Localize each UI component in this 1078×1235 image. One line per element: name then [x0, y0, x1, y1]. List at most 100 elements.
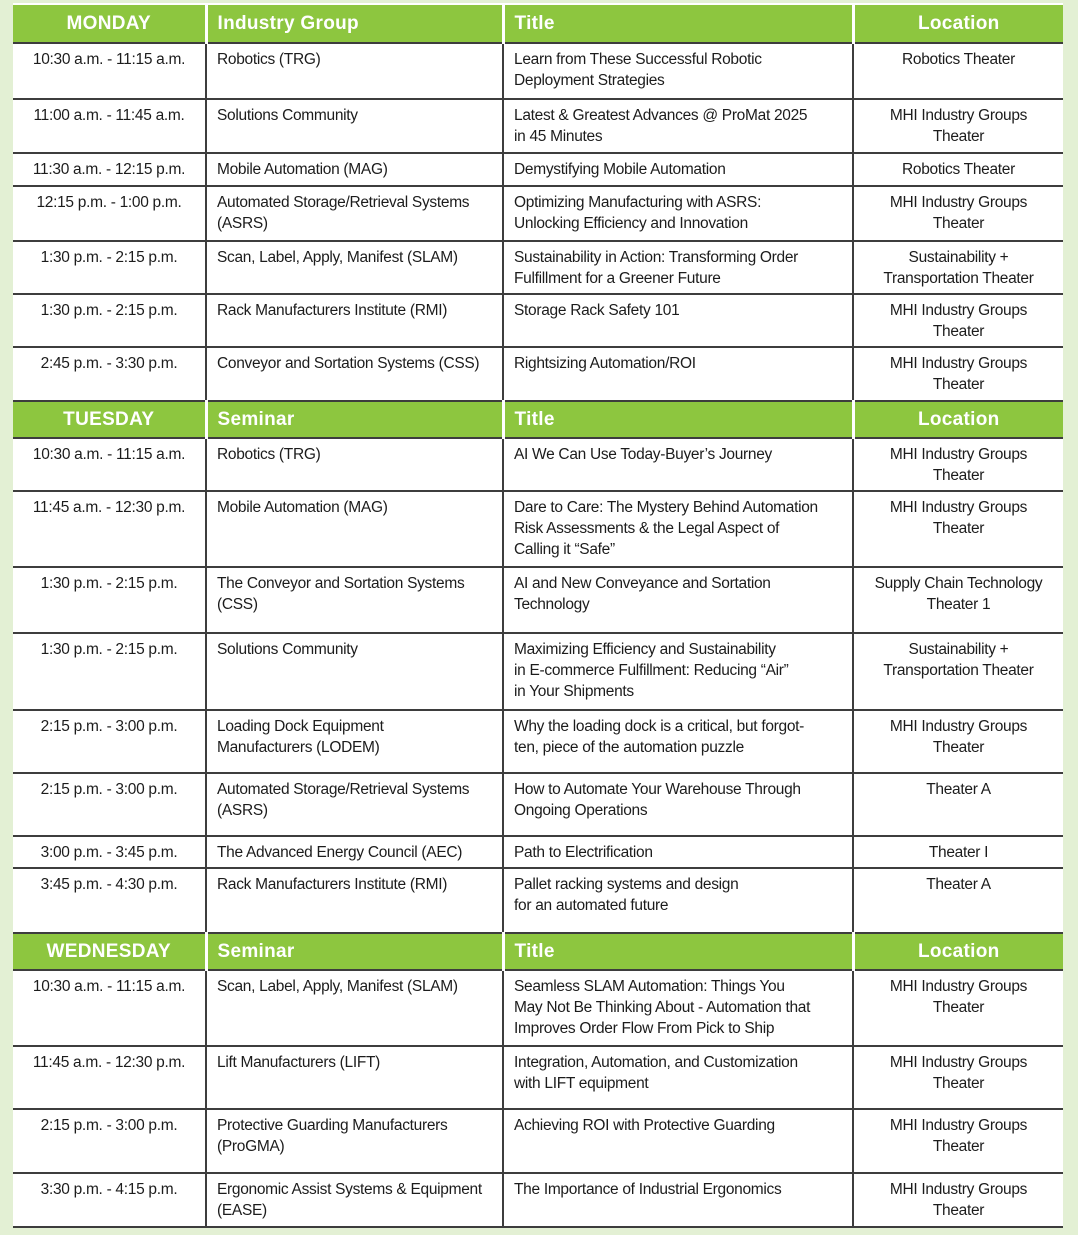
group-cell: The Advanced Energy Council (AEC) [205, 836, 503, 868]
schedule-row: 1:30 p.m. - 2:15 p.m. Solutions Communit… [13, 633, 1063, 710]
group-cell: Automated Storage/Retrieval Systems (ASR… [205, 186, 503, 241]
title-cell: AI We Can Use Today-Buyer’s Journey [502, 438, 853, 491]
group-cell: Lift Manufacturers (LIFT) [205, 1046, 503, 1109]
day-header-monday: MONDAY [13, 4, 206, 43]
time-cell: 10:30 a.m. - 11:15 a.m. [13, 43, 206, 99]
location-cell: MHI Industry Groups Theater [852, 99, 1063, 153]
time-cell: 1:30 p.m. - 2:15 p.m. [13, 294, 206, 347]
title-cell: The Importance of Industrial Ergonomics [502, 1173, 853, 1227]
title-cell: Optimizing Manufacturing with ASRS: Unlo… [502, 186, 853, 241]
time-cell: 3:30 p.m. - 4:15 p.m. [13, 1173, 206, 1227]
schedule-row: 11:30 a.m. - 12:15 p.m. Mobile Automatio… [13, 153, 1063, 186]
group-cell: Robotics (TRG) [205, 438, 503, 491]
day-header-wednesday: WEDNESDAY [13, 933, 206, 970]
time-cell: 3:45 p.m. - 4:30 p.m. [13, 868, 206, 933]
group-cell: Mobile Automation (MAG) [205, 153, 503, 186]
section-header-wednesday: WEDNESDAY Seminar Title Location [13, 933, 1063, 970]
location-cell: MHI Industry Groups Theater [852, 1173, 1063, 1227]
schedule-row: 3:30 p.m. - 4:15 p.m. Ergonomic Assist S… [13, 1173, 1063, 1227]
schedule-row: 11:45 a.m. - 12:30 p.m. Lift Manufacture… [13, 1046, 1063, 1109]
column-header-location: Location [851, 933, 1063, 970]
time-cell: 1:30 p.m. - 2:15 p.m. [13, 567, 206, 633]
time-cell: 2:45 p.m. - 3:30 p.m. [13, 347, 206, 401]
day-header-tuesday: TUESDAY [13, 401, 206, 438]
title-cell: AI and New Conveyance and Sortation Tech… [502, 567, 853, 633]
title-cell: Rightsizing Automation/ROI [502, 347, 853, 401]
schedule-row: 2:15 p.m. - 3:00 p.m. Loading Dock Equip… [13, 710, 1063, 773]
group-cell: Ergonomic Assist Systems & Equipment (EA… [205, 1173, 503, 1227]
location-cell: MHI Industry Groups Theater [852, 1046, 1063, 1109]
schedule-row: 10:30 a.m. - 11:15 a.m. Robotics (TRG) A… [13, 438, 1063, 491]
time-cell: 3:00 p.m. - 3:45 p.m. [13, 836, 206, 868]
group-cell: Conveyor and Sortation Systems (CSS) [205, 347, 503, 401]
schedule-row: 3:45 p.m. - 4:30 p.m. Rack Manufacturers… [13, 868, 1063, 933]
schedule-row: 3:00 p.m. - 3:45 p.m. The Advanced Energ… [13, 836, 1063, 868]
location-cell: MHI Industry Groups Theater [852, 491, 1063, 567]
column-header-seminar: Seminar [204, 401, 503, 438]
time-cell: 2:15 p.m. - 3:00 p.m. [13, 710, 206, 773]
title-cell: Path to Electrification [502, 836, 853, 868]
column-header-industry-group: Industry Group [204, 4, 503, 43]
title-cell: Pallet racking systems and design for an… [502, 868, 853, 933]
group-cell: Mobile Automation (MAG) [205, 491, 503, 567]
column-header-title: Title [501, 933, 853, 970]
group-cell: Protective Guarding Manufacturers (ProGM… [205, 1109, 503, 1173]
location-cell: MHI Industry Groups Theater [852, 347, 1063, 401]
column-header-location: Location [851, 4, 1063, 43]
title-cell: Seamless SLAM Automation: Things You May… [502, 970, 853, 1046]
group-cell: Robotics (TRG) [205, 43, 503, 99]
title-cell: Demystifying Mobile Automation [502, 153, 853, 186]
group-cell: Loading Dock Equipment Manufacturers (LO… [205, 710, 503, 773]
group-cell: Solutions Community [205, 633, 503, 710]
location-cell: Sustainability + Transportation Theater [852, 633, 1063, 710]
location-cell: MHI Industry Groups Theater [852, 294, 1063, 347]
schedule-row: 1:30 p.m. - 2:15 p.m. Rack Manufacturers… [13, 294, 1063, 347]
time-cell: 10:30 a.m. - 11:15 a.m. [13, 438, 206, 491]
group-cell: The Conveyor and Sortation Systems (CSS) [205, 567, 503, 633]
location-cell: MHI Industry Groups Theater [852, 438, 1063, 491]
time-cell: 10:30 a.m. - 11:15 a.m. [13, 970, 206, 1046]
title-cell: Dare to Care: The Mystery Behind Automat… [502, 491, 853, 567]
time-cell: 11:45 a.m. - 12:30 p.m. [13, 491, 206, 567]
column-header-title: Title [501, 401, 853, 438]
location-cell: MHI Industry Groups Theater [852, 970, 1063, 1046]
location-cell: Theater A [852, 773, 1063, 836]
location-cell: Theater I [852, 836, 1063, 868]
schedule-row: 1:30 p.m. - 2:15 p.m. Scan, Label, Apply… [13, 241, 1063, 294]
schedule-row: 12:15 p.m. - 1:00 p.m. Automated Storage… [13, 186, 1063, 241]
title-cell: Learn from These Successful Robotic Depl… [502, 43, 853, 99]
schedule-row: 10:30 a.m. - 11:15 a.m. Robotics (TRG) L… [13, 43, 1063, 99]
schedule-row: 2:45 p.m. - 3:30 p.m. Conveyor and Sorta… [13, 347, 1063, 401]
location-cell: MHI Industry Groups Theater [852, 1109, 1063, 1173]
location-cell: Robotics Theater [852, 153, 1063, 186]
time-cell: 11:45 a.m. - 12:30 p.m. [13, 1046, 206, 1109]
column-header-seminar: Seminar [204, 933, 503, 970]
group-cell: Rack Manufacturers Institute (RMI) [205, 868, 503, 933]
schedule-row: 11:45 a.m. - 12:30 p.m. Mobile Automatio… [13, 491, 1063, 567]
group-cell: Solutions Community [205, 99, 503, 153]
location-cell: MHI Industry Groups Theater [852, 710, 1063, 773]
column-header-location: Location [851, 401, 1063, 438]
location-cell: Sustainability + Transportation Theater [852, 241, 1063, 294]
title-cell: Integration, Automation, and Customizati… [502, 1046, 853, 1109]
time-cell: 11:30 a.m. - 12:15 p.m. [13, 153, 206, 186]
section-header-tuesday: TUESDAY Seminar Title Location [13, 401, 1063, 438]
title-cell: Sustainability in Action: Transforming O… [502, 241, 853, 294]
group-cell: Automated Storage/Retrieval Systems (ASR… [205, 773, 503, 836]
time-cell: 1:30 p.m. - 2:15 p.m. [13, 241, 206, 294]
title-cell: Maximizing Efficiency and Sustainability… [502, 633, 853, 710]
location-cell: Supply Chain Technology Theater 1 [852, 567, 1063, 633]
schedule-row: 2:15 p.m. - 3:00 p.m. Automated Storage/… [13, 773, 1063, 836]
time-cell: 2:15 p.m. - 3:00 p.m. [13, 773, 206, 836]
schedule-row: 11:00 a.m. - 11:45 a.m. Solutions Commun… [13, 99, 1063, 153]
schedule-row: 1:30 p.m. - 2:15 p.m. The Conveyor and S… [13, 567, 1063, 633]
schedule-row: 2:15 p.m. - 3:00 p.m. Protective Guardin… [13, 1109, 1063, 1173]
group-cell: Scan, Label, Apply, Manifest (SLAM) [205, 970, 503, 1046]
title-cell: Latest & Greatest Advances @ ProMat 2025… [502, 99, 853, 153]
column-header-title: Title [501, 4, 853, 43]
time-cell: 12:15 p.m. - 1:00 p.m. [13, 186, 206, 241]
schedule-row: 10:30 a.m. - 11:15 a.m. Scan, Label, App… [13, 970, 1063, 1046]
time-cell: 11:00 a.m. - 11:45 a.m. [13, 99, 206, 153]
group-cell: Scan, Label, Apply, Manifest (SLAM) [205, 241, 503, 294]
